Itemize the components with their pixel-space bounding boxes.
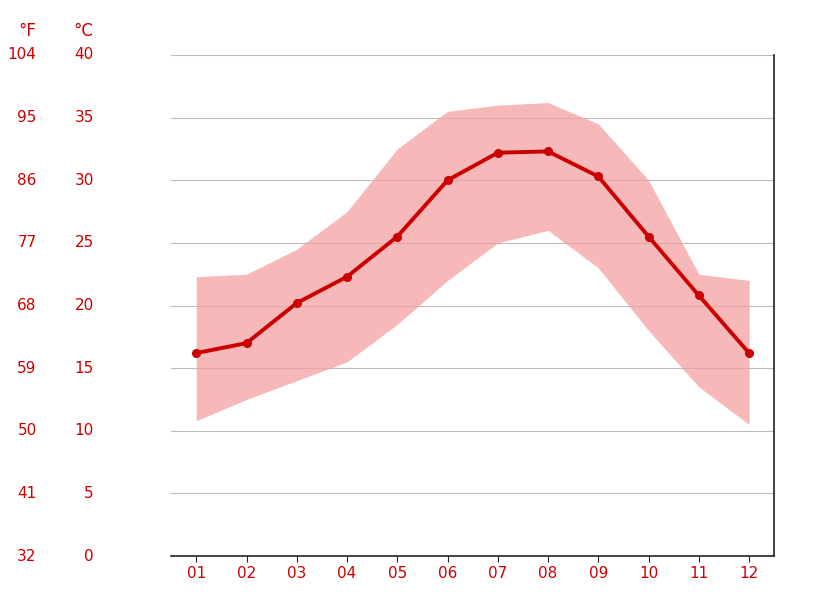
Text: 32: 32 xyxy=(17,549,37,563)
Text: 41: 41 xyxy=(17,486,37,501)
Text: 104: 104 xyxy=(8,48,37,62)
Text: °C: °C xyxy=(74,22,94,40)
Text: 68: 68 xyxy=(17,298,37,313)
Text: 10: 10 xyxy=(74,423,94,438)
Text: 95: 95 xyxy=(17,110,37,125)
Text: 5: 5 xyxy=(84,486,94,501)
Text: 77: 77 xyxy=(17,235,37,251)
Text: 15: 15 xyxy=(74,360,94,376)
Text: 20: 20 xyxy=(74,298,94,313)
Text: 50: 50 xyxy=(17,423,37,438)
Text: 35: 35 xyxy=(74,110,94,125)
Text: 25: 25 xyxy=(74,235,94,251)
Text: 0: 0 xyxy=(84,549,94,563)
Text: °F: °F xyxy=(19,22,37,40)
Text: 86: 86 xyxy=(17,173,37,188)
Text: 40: 40 xyxy=(74,48,94,62)
Text: 59: 59 xyxy=(17,360,37,376)
Text: 30: 30 xyxy=(74,173,94,188)
